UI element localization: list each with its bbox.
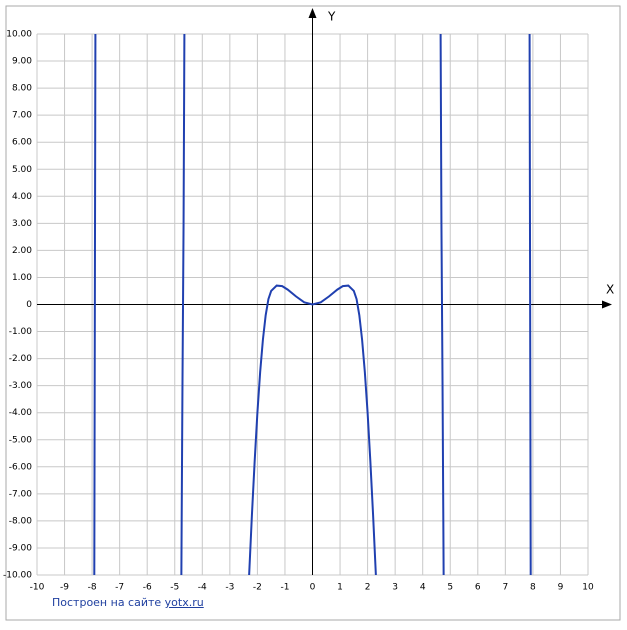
y-tick-label: -1.00 — [9, 327, 33, 337]
x-tick-label: 10 — [582, 583, 594, 593]
x-tick-label: 5 — [447, 583, 453, 593]
curve — [93, 34, 532, 575]
y-tick-label: 4.00 — [12, 192, 32, 202]
x-tick-label: -1 — [280, 583, 289, 593]
y-tick-label: -7.00 — [9, 489, 33, 499]
plot — [93, 34, 532, 575]
x-tick-label: 1 — [337, 583, 343, 593]
footer-link[interactable]: yotx.ru — [164, 596, 204, 609]
x-tick-label: -8 — [88, 583, 97, 593]
y-tick-label: -8.00 — [9, 516, 33, 526]
y-tick-label: 8.00 — [12, 84, 32, 94]
y-tick-label: -2.00 — [9, 354, 33, 364]
y-axis-label: Y — [327, 10, 336, 24]
y-tick-label: 1.00 — [12, 273, 32, 283]
x-tick-label: 4 — [420, 583, 426, 593]
x-tick-label: -3 — [225, 583, 234, 593]
x-tick-label: 0 — [310, 583, 316, 593]
y-tick-label: 7.00 — [12, 111, 32, 121]
x-tick-label: 3 — [392, 583, 398, 593]
y-tick-label: -4.00 — [9, 408, 33, 418]
x-tick-label: -6 — [143, 583, 152, 593]
x-tick-label: -2 — [253, 583, 262, 593]
footer: Построен на сайте yotx.ru — [52, 596, 204, 609]
y-tick-label: -6.00 — [9, 462, 33, 472]
border — [5, 5, 621, 621]
footer-text: Построен на сайте — [52, 596, 162, 609]
y-tick-label: -5.00 — [9, 435, 33, 445]
y-tick-label: 5.00 — [12, 165, 32, 175]
y-tick-label: -3.00 — [9, 381, 33, 391]
x-tick-label: 9 — [558, 583, 564, 593]
y-axis-arrow — [308, 8, 317, 18]
y-tick-label: -9.00 — [9, 543, 33, 553]
x-tick-label: -4 — [198, 583, 207, 593]
x-tick-label: 2 — [365, 583, 371, 593]
x-axis-arrow — [602, 300, 612, 309]
grid — [36, 8, 612, 576]
y-tick-label: 3.00 — [12, 219, 32, 229]
x-axis-label: X — [606, 283, 614, 297]
x-tick-label: 6 — [475, 583, 481, 593]
y-tick-label: 2.00 — [12, 246, 32, 256]
y-tick-label: 10.00 — [6, 30, 32, 40]
y-tick-label: 9.00 — [12, 57, 32, 67]
y-tick-label: 6.00 — [12, 138, 32, 148]
x-tick-label: -10 — [30, 583, 45, 593]
y-tick-label: 0 — [26, 300, 32, 310]
y-tick-label: -10.00 — [3, 571, 32, 581]
x-tick-label: -7 — [115, 583, 124, 593]
x-tick-label: -5 — [170, 583, 179, 593]
x-tick-label: 7 — [502, 583, 508, 593]
x-tick-label: -9 — [60, 583, 69, 593]
x-tick-label: 8 — [530, 583, 536, 593]
labels: -10 -9 -8 -7 -6 -5 -4 -3 -2 -1 0 1 2 3 4 5 6 7 8 9 10-10.00-… — [3, 30, 594, 593]
